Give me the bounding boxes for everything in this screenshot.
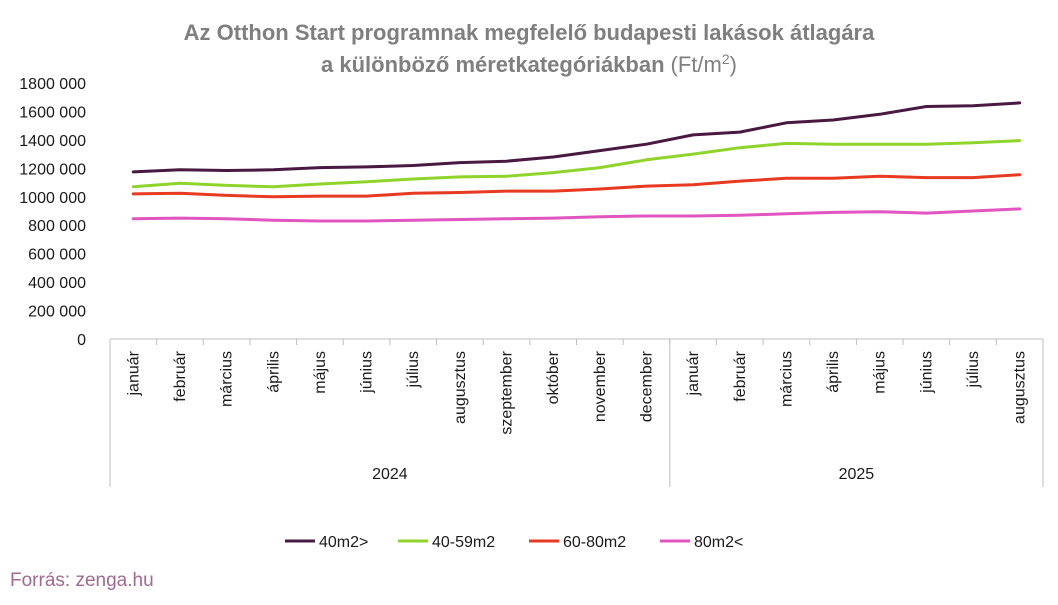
- legend-label: 80m2<: [694, 534, 743, 551]
- x-tick-label: január: [685, 350, 702, 396]
- x-tick-label: október: [545, 350, 562, 404]
- x-tick-label: február: [732, 350, 749, 401]
- x-tick-label: március: [219, 351, 236, 407]
- y-tick-label: 1000 000: [19, 190, 86, 207]
- chart-title-unit-suffix: ): [730, 52, 737, 77]
- series-line: [131, 101, 1022, 174]
- x-tick-label: augusztus: [452, 351, 469, 424]
- y-tick-label: 1200 000: [19, 161, 86, 178]
- year-group-labels: 2024 2025: [372, 466, 874, 483]
- series-line: [131, 173, 1022, 199]
- chart-title-unit-sup: 2: [722, 51, 730, 67]
- y-tick-label: 400 000: [28, 275, 86, 292]
- y-tick-label: 600 000: [28, 247, 86, 264]
- legend-label: 40m2>: [319, 534, 368, 551]
- legend-label: 40-59m2: [432, 534, 495, 551]
- x-tick-label: szeptember: [499, 350, 516, 434]
- series-line: [131, 207, 1022, 223]
- y-tick-label: 200 000: [28, 304, 86, 321]
- chart-title-line2: a különböző méretkategóriákban (Ft/m2): [321, 51, 737, 77]
- chart-title-unit-prefix: (Ft/m: [671, 52, 722, 77]
- x-tick-label: július: [405, 351, 422, 388]
- year-label: 2024: [372, 466, 408, 483]
- x-tick-label: augusztus: [1012, 351, 1029, 424]
- y-tick-label: 1400 000: [19, 133, 86, 150]
- source-note: Forrás: zenga.hu: [10, 570, 154, 591]
- y-tick-label: 0: [77, 332, 86, 349]
- chart-legend: 40m2> 40-59m2 60-80m2 80m2<: [285, 534, 743, 551]
- series-line: [131, 139, 1022, 189]
- series-lines: [131, 101, 1022, 223]
- x-tick-label: június: [918, 351, 935, 394]
- x-tick-label: május: [872, 351, 889, 394]
- year-label: 2025: [839, 466, 875, 483]
- x-tick-label: december: [638, 350, 655, 422]
- x-tick-label: január: [125, 350, 142, 396]
- x-tick-label: november: [592, 350, 609, 422]
- y-axis-labels: 0 200 000 400 000 600 000 800 000 1000 000 120…: [19, 76, 86, 349]
- chart-title-line1: Az Otthon Start programnak megfelelő bud…: [184, 20, 875, 45]
- x-tick-label: június: [359, 351, 376, 394]
- chart-title-line2-text: a különböző méretkategóriákban: [321, 52, 665, 77]
- x-tick-label: február: [172, 350, 189, 401]
- y-tick-label: 800 000: [28, 218, 86, 235]
- x-tick-label: március: [778, 351, 795, 407]
- x-tick-label: július: [965, 351, 982, 388]
- legend-label: 60-80m2: [563, 534, 626, 551]
- y-tick-label: 1800 000: [19, 76, 86, 93]
- x-axis-labels: január február március április május június jú…: [125, 350, 1028, 434]
- x-tick-label: április: [825, 351, 842, 393]
- chart-axes: [109, 338, 1044, 487]
- x-tick-label: május: [312, 351, 329, 394]
- y-tick-label: 1600 000: [19, 104, 86, 121]
- x-tick-label: április: [265, 351, 282, 393]
